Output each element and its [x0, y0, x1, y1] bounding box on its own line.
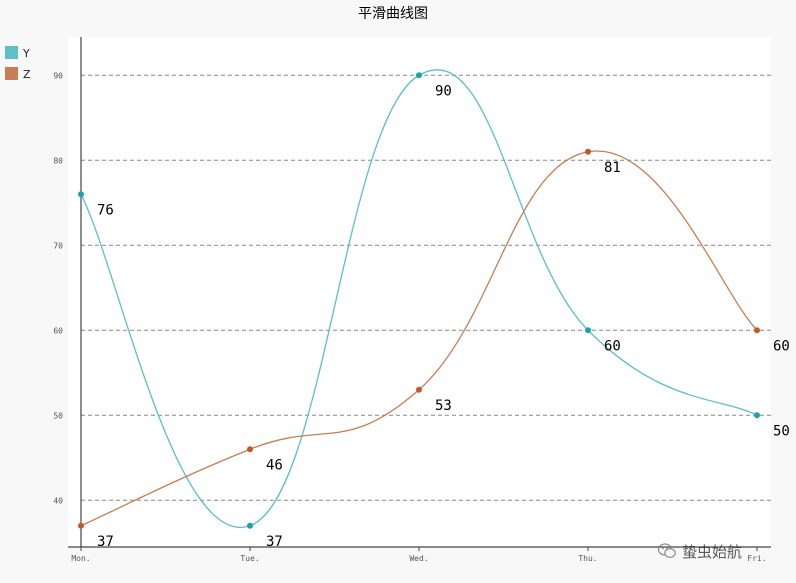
x-tick-label: Fri.	[747, 554, 766, 563]
series-line-y	[80, 69, 758, 529]
x-tick-label: Thu.	[578, 554, 597, 563]
legend-item-z[interactable]: Z	[5, 67, 31, 81]
data-point-z	[78, 522, 84, 529]
data-label-z: 37	[97, 534, 114, 550]
x-tick-label: Mon.	[71, 554, 90, 563]
y-tick-label: 90	[53, 71, 63, 80]
data-label-y: 37	[266, 534, 283, 550]
y-tick-label: 60	[53, 326, 63, 335]
data-label-z: 81	[604, 160, 621, 176]
x-tick-label: Tue.	[240, 554, 259, 563]
data-label-y: 90	[435, 83, 452, 99]
data-point-z	[754, 327, 760, 334]
watermark-text: 蛰虫始航	[682, 542, 743, 561]
data-point-y	[247, 522, 253, 529]
data-label-y: 76	[97, 202, 114, 218]
data-label-y: 60	[604, 338, 621, 354]
legend[interactable]: YZ	[5, 46, 31, 81]
legend-label-z: Z	[23, 68, 31, 81]
x-tick-label: Wed.	[409, 554, 428, 563]
data-point-z	[585, 148, 591, 155]
y-tick-label: 40	[53, 496, 63, 505]
series-line-z	[80, 150, 758, 527]
data-label-y: 50	[773, 423, 790, 439]
y-tick-label: 50	[53, 411, 63, 420]
data-label-z: 46	[266, 457, 283, 473]
watermark: 蛰虫始航	[658, 538, 788, 564]
y-tick-label: 80	[53, 156, 63, 165]
data-label-z: 60	[773, 338, 790, 354]
data-point-y	[585, 327, 591, 334]
data-point-y	[754, 412, 760, 419]
series-lines: 76 37 90 60 50 37 46 53 81 60	[78, 69, 790, 550]
axes: 40 50 60 70 80 90 Mon. Tue. Wed. Thu. Fri.	[53, 37, 771, 563]
legend-swatch-z	[5, 67, 18, 80]
chart-title: 平滑曲线图	[358, 5, 428, 22]
legend-swatch-y	[5, 46, 18, 59]
wechat-icon	[658, 543, 676, 559]
y-tick-label: 70	[53, 241, 63, 250]
data-point-z	[416, 386, 422, 393]
gridlines	[81, 74, 771, 501]
data-point-y	[78, 191, 84, 198]
data-label-z: 53	[435, 398, 452, 414]
legend-item-y[interactable]: Y	[5, 46, 30, 60]
data-point-z	[247, 446, 253, 453]
legend-label-y: Y	[22, 47, 30, 60]
plot-background	[68, 37, 771, 547]
data-point-y	[416, 72, 422, 79]
